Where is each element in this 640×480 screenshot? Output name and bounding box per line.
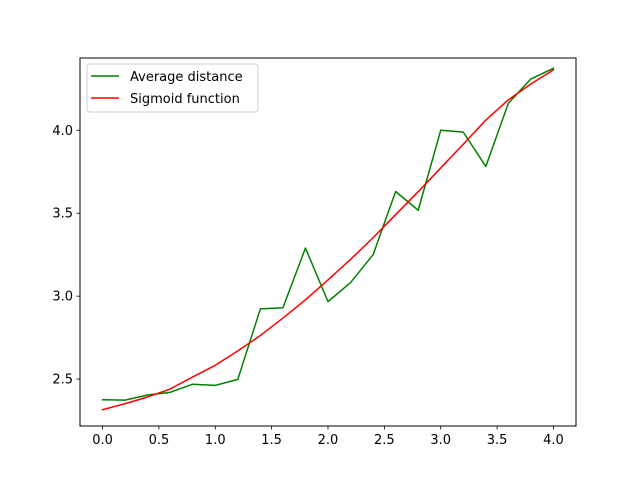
- series-line-1: [101, 68, 555, 411]
- series-line-0: [101, 67, 555, 401]
- legend-label-sigmoid-function: Sigmoid function: [130, 92, 240, 107]
- plot-lines: [101, 67, 555, 411]
- x-tick-label: 1.0: [205, 433, 226, 448]
- x-tick-label: 3.5: [487, 433, 508, 448]
- legend-label-average-distance: Average distance: [130, 70, 243, 85]
- x-tick-label: 2.5: [374, 433, 395, 448]
- x-tick-label: 1.5: [261, 433, 282, 448]
- x-tick-label: 0.0: [92, 433, 113, 448]
- x-tick-label: 4.0: [543, 433, 564, 448]
- y-axis-ticks: 2.5 3.0 3.5 4.0: [52, 124, 80, 388]
- x-tick-label: 2.0: [318, 433, 339, 448]
- y-tick-label: 3.0: [52, 290, 73, 305]
- y-tick-label: 4.0: [52, 124, 73, 139]
- legend: Average distance Sigmoid function: [86, 63, 259, 113]
- y-tick-label: 2.5: [52, 373, 73, 388]
- y-tick-label: 3.5: [52, 207, 73, 222]
- x-axis-ticks: 0.0 0.5 1.0 1.5 2.0 2.5 3.0 3.5 4.0: [92, 426, 564, 448]
- x-tick-label: 0.5: [149, 433, 170, 448]
- x-tick-label: 3.0: [430, 433, 451, 448]
- legend-box: [86, 63, 259, 113]
